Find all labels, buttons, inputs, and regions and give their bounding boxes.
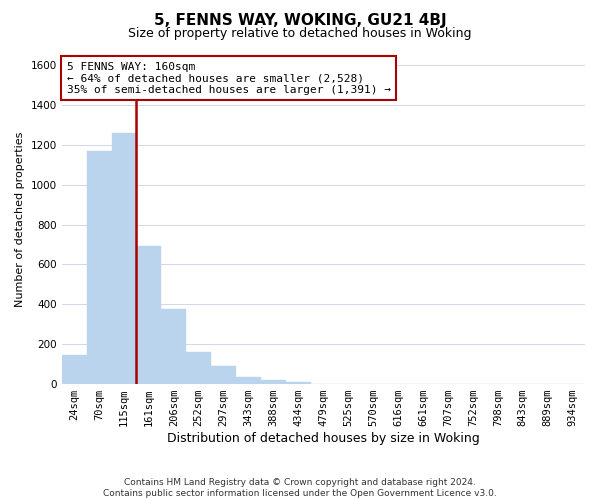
- Bar: [136, 246, 161, 384]
- Text: 5, FENNS WAY, WOKING, GU21 4BJ: 5, FENNS WAY, WOKING, GU21 4BJ: [154, 12, 446, 28]
- Bar: [86, 150, 112, 384]
- Y-axis label: Number of detached properties: Number of detached properties: [15, 132, 25, 307]
- Bar: [62, 354, 86, 384]
- Bar: [186, 352, 211, 384]
- X-axis label: Distribution of detached houses by size in Woking: Distribution of detached houses by size …: [167, 432, 480, 445]
- Text: Contains HM Land Registry data © Crown copyright and database right 2024.
Contai: Contains HM Land Registry data © Crown c…: [103, 478, 497, 498]
- Text: Size of property relative to detached houses in Woking: Size of property relative to detached ho…: [128, 28, 472, 40]
- Bar: [161, 310, 186, 384]
- Bar: [261, 380, 286, 384]
- Bar: [211, 366, 236, 384]
- Bar: [236, 377, 261, 384]
- Bar: [112, 133, 136, 384]
- Bar: [286, 382, 311, 384]
- Text: 5 FENNS WAY: 160sqm
← 64% of detached houses are smaller (2,528)
35% of semi-det: 5 FENNS WAY: 160sqm ← 64% of detached ho…: [67, 62, 391, 95]
